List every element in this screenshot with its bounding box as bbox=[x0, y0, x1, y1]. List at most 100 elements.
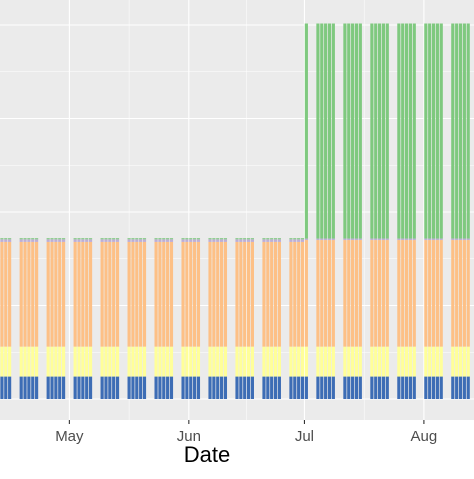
bar-segment-series-2 bbox=[208, 346, 212, 377]
bar-segment-series-1 bbox=[127, 376, 131, 399]
bar-segment-series-1 bbox=[135, 376, 139, 399]
bar-segment-series-5 bbox=[112, 238, 116, 240]
bar-segment-series-4 bbox=[262, 239, 266, 242]
bar-segment-series-5 bbox=[169, 238, 174, 240]
bar-segment-series-3 bbox=[31, 241, 35, 347]
bar-segment-series-1 bbox=[85, 376, 89, 399]
bar-segment-series-3 bbox=[297, 241, 301, 347]
bar-segment-series-4 bbox=[131, 239, 135, 242]
bar-segment-series-2 bbox=[374, 346, 378, 377]
bar-segment-series-4 bbox=[135, 239, 139, 242]
bar-segment-series-3 bbox=[381, 240, 386, 347]
bar-segment-series-2 bbox=[324, 346, 328, 377]
bar-segment-series-5 bbox=[347, 23, 351, 239]
bar-segment-series-1 bbox=[4, 376, 8, 399]
bar-segment-series-4 bbox=[208, 239, 212, 242]
bar-segment-series-2 bbox=[166, 346, 170, 377]
bar-segment-series-1 bbox=[50, 376, 54, 399]
bar-segment-series-3 bbox=[223, 241, 228, 347]
bar-segment-series-3 bbox=[112, 241, 116, 347]
bar-segment-series-2 bbox=[358, 346, 362, 377]
bar-segment-series-2 bbox=[262, 346, 266, 377]
bar-segment-series-3 bbox=[270, 241, 274, 347]
bar-segment-series-3 bbox=[250, 241, 254, 347]
bar-segment-series-4 bbox=[277, 239, 281, 242]
bar-segment-series-4 bbox=[316, 238, 320, 241]
bar-segment-series-3 bbox=[262, 241, 266, 347]
bar-segment-series-2 bbox=[385, 346, 389, 377]
bar-segment-series-2 bbox=[223, 346, 228, 377]
bar-segment-series-4 bbox=[431, 238, 436, 241]
bar-segment-series-4 bbox=[327, 238, 332, 241]
bar-segment-series-4 bbox=[154, 239, 158, 242]
bar-segment-series-5 bbox=[142, 238, 147, 240]
bar-segment-series-3 bbox=[397, 240, 401, 347]
bar-segment-series-4 bbox=[27, 239, 31, 242]
bar-segment-series-1 bbox=[270, 376, 274, 399]
bar-segment-series-2 bbox=[108, 346, 112, 377]
bar-segment-series-3 bbox=[115, 241, 120, 347]
bar-segment-series-2 bbox=[35, 346, 39, 377]
bar-segment-series-4 bbox=[189, 239, 193, 242]
bar-segment-series-1 bbox=[166, 376, 170, 399]
x-tick-label: Jun bbox=[177, 428, 201, 445]
bar-segment-series-3 bbox=[235, 241, 239, 347]
bar-segment-series-3 bbox=[300, 241, 305, 347]
bar-segment-series-1 bbox=[289, 376, 293, 399]
bar-segment-series-4 bbox=[81, 239, 85, 242]
bar-segment-series-5 bbox=[115, 238, 120, 240]
bar-segment-series-1 bbox=[435, 376, 439, 399]
bar-segment-series-1 bbox=[239, 376, 243, 399]
bar-segment-series-2 bbox=[4, 346, 8, 377]
bar-segment-series-1 bbox=[142, 376, 147, 399]
bar-segment-series-4 bbox=[158, 239, 162, 242]
bar-segment-series-1 bbox=[158, 376, 162, 399]
bar-segment-series-3 bbox=[100, 241, 104, 347]
bar-segment-series-4 bbox=[273, 239, 278, 242]
bar-segment-series-5 bbox=[35, 238, 39, 240]
bar-segment-series-5 bbox=[127, 238, 131, 240]
bar-segment-series-1 bbox=[46, 376, 50, 399]
bar-segment-series-2 bbox=[31, 346, 35, 377]
bar-segment-series-5 bbox=[331, 23, 335, 239]
bar-segment-series-1 bbox=[108, 376, 112, 399]
bar-segment-series-3 bbox=[293, 241, 297, 347]
bar-segment-series-2 bbox=[316, 346, 320, 377]
bar-segment-series-3 bbox=[428, 240, 432, 347]
bar-segment-series-3 bbox=[193, 241, 197, 347]
bar-segment-series-3 bbox=[19, 241, 23, 347]
bar-segment-series-1 bbox=[347, 376, 351, 399]
bar-segment-series-5 bbox=[431, 23, 436, 239]
bar-segment-series-4 bbox=[397, 238, 401, 241]
bar-segment-series-1 bbox=[262, 376, 266, 399]
bar-segment-series-5 bbox=[370, 23, 374, 239]
bar-segment-series-2 bbox=[50, 346, 54, 377]
bar-segment-series-4 bbox=[73, 239, 77, 242]
bar-segment-series-5 bbox=[208, 238, 212, 240]
bar-segment-series-4 bbox=[196, 239, 201, 242]
bar-segment-series-1 bbox=[100, 376, 104, 399]
bar-segment-series-1 bbox=[297, 376, 301, 399]
bar-segment-series-1 bbox=[397, 376, 401, 399]
bar-segment-series-3 bbox=[212, 241, 216, 347]
bar-segment-series-4 bbox=[50, 239, 54, 242]
bar-segment-series-5 bbox=[166, 238, 170, 240]
bar-segment-series-5 bbox=[343, 23, 347, 239]
bar-segment-series-3 bbox=[88, 241, 93, 347]
bar-segment-series-2 bbox=[289, 346, 293, 377]
bar-segment-series-1 bbox=[320, 376, 324, 399]
bar-segment-series-1 bbox=[404, 376, 409, 399]
bar-segment-series-5 bbox=[358, 23, 362, 239]
x-axis: May Jun Jul Aug bbox=[55, 420, 437, 445]
bar-segment-series-1 bbox=[208, 376, 212, 399]
bar-segment-series-4 bbox=[35, 239, 39, 242]
bar-segment-series-5 bbox=[58, 238, 62, 240]
bar-segment-series-1 bbox=[223, 376, 228, 399]
bar-segment-series-5 bbox=[62, 238, 66, 240]
bar-segment-series-3 bbox=[131, 241, 135, 347]
bar-segment-series-1 bbox=[162, 376, 166, 399]
bar-segment-series-2 bbox=[250, 346, 254, 377]
bar-segment-series-2 bbox=[351, 346, 355, 377]
bar-segment-series-2 bbox=[131, 346, 135, 377]
